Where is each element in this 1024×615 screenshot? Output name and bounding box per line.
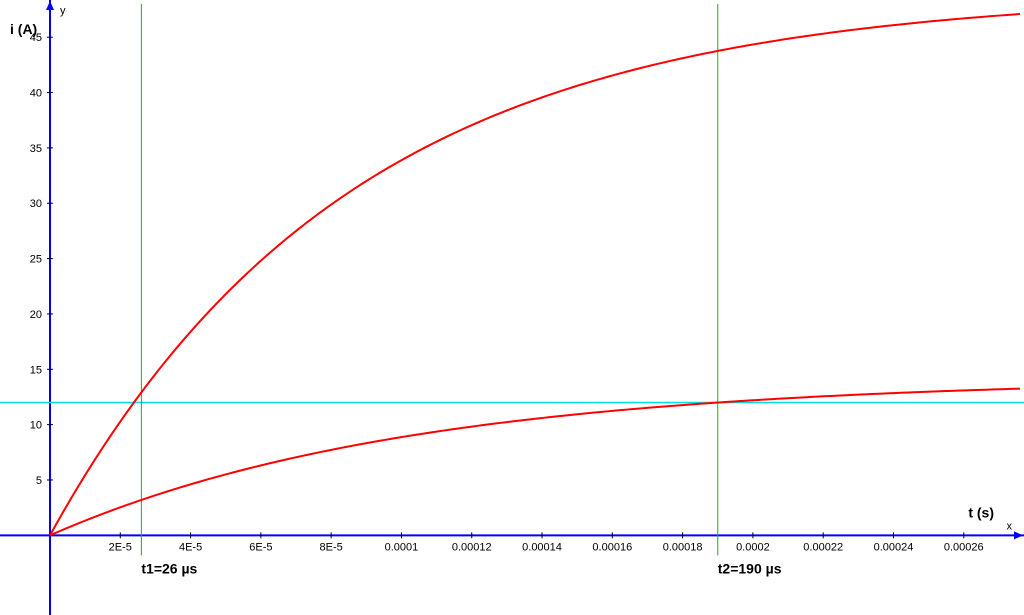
x-tick-label: 0.00012 (452, 541, 492, 553)
x-tick-label: 0.0001 (385, 541, 419, 553)
x-tick-label: 6E-5 (249, 541, 272, 553)
x-tick-label: 0.0002 (736, 541, 770, 553)
x-tick-label: 0.00026 (944, 541, 984, 553)
y-tick-label: 35 (30, 143, 42, 155)
x-tick-label: 0.00022 (803, 541, 843, 553)
vertical-marker-label: t2=190 µs (718, 560, 782, 576)
x-tick-label: 0.00024 (874, 541, 914, 553)
vertical-marker-label: t1=26 µs (141, 560, 197, 576)
x-tick-label: 0.00014 (522, 541, 562, 553)
y-tick-label: 10 (30, 420, 42, 432)
y-axis-label: i (A) (10, 21, 37, 37)
y-tick-label: 5 (36, 475, 42, 487)
x-tick-label: 0.00018 (663, 541, 703, 553)
chart-svg: y x 2E-5 4E-5 6E-5 8E-5 0.0001 0.00012 0.00014 0.… (0, 0, 1024, 615)
x-tick-label: 0.00016 (592, 541, 632, 553)
x-tick-label: 8E-5 (320, 541, 343, 553)
chart-background (0, 0, 1024, 615)
y-tick-label: 15 (30, 364, 42, 376)
x-tick-label: 2E-5 (109, 541, 132, 553)
y-tick-label: 20 (30, 309, 42, 321)
x-axis-label: t (s) (968, 504, 994, 520)
y-tick-label: 30 (30, 198, 42, 210)
y-tick-label: 40 (30, 88, 42, 100)
y-tick-label: 25 (30, 254, 42, 266)
y-axis-letter: y (60, 5, 66, 17)
x-axis-letter: x (1007, 520, 1013, 532)
current-vs-time-chart: y x 2E-5 4E-5 6E-5 8E-5 0.0001 0.00012 0.00014 0.… (0, 0, 1024, 615)
x-tick-label: 4E-5 (179, 541, 202, 553)
